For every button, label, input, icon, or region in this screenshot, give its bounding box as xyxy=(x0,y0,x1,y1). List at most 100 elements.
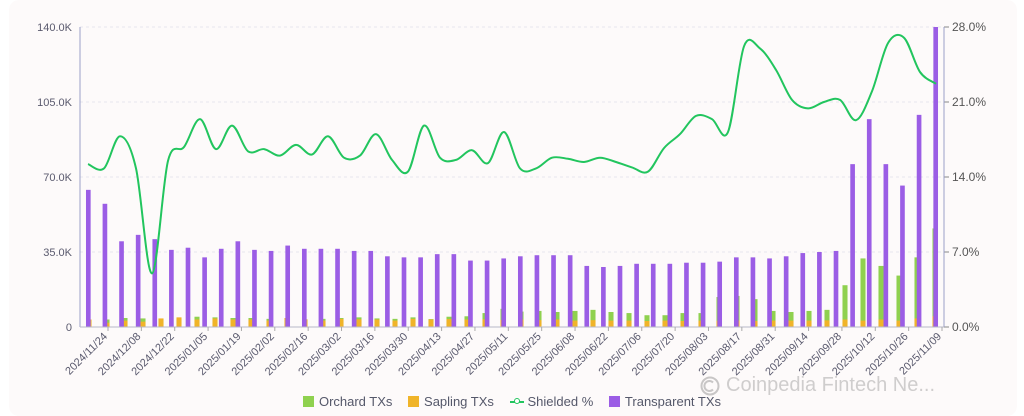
bar-transparent-txs xyxy=(700,262,706,327)
bar-transparent-txs xyxy=(351,250,357,327)
watermark: Coinpedia Fintech Ne... xyxy=(700,374,935,397)
bar-sapling-txs xyxy=(860,320,866,327)
bar-transparent-txs xyxy=(933,27,939,327)
bar-orchard-txs xyxy=(626,313,632,327)
bar-transparent-txs xyxy=(567,255,573,327)
legend-item-sapling[interactable]: Sapling TXs xyxy=(408,394,494,409)
shielded-line xyxy=(87,33,937,275)
bar-transparent-txs xyxy=(684,262,689,327)
bar-transparent-txs xyxy=(817,252,822,327)
transparent-swatch-icon xyxy=(608,396,620,407)
bar-transparent-txs xyxy=(866,119,872,328)
bar-transparent-txs xyxy=(252,249,257,327)
bar-orchard-txs xyxy=(770,310,776,327)
legend-label: Orchard TXs xyxy=(318,394,393,409)
bar-sapling-txs xyxy=(842,319,848,327)
legend-item-shielded[interactable]: Shielded % xyxy=(509,394,594,409)
watermark-text: Coinpedia Fintech Ne... xyxy=(726,374,936,396)
sapling-swatch-icon xyxy=(408,396,420,407)
bar-transparent-txs xyxy=(833,250,839,327)
bar-transparent-txs xyxy=(551,255,556,327)
bar-transparent-txs xyxy=(883,164,889,327)
bar-transparent-txs xyxy=(468,260,473,327)
bar-transparent-txs xyxy=(268,250,274,327)
bar-sapling-txs xyxy=(770,320,776,327)
bar-sapling-txs xyxy=(878,319,884,327)
bar-orchard-txs xyxy=(806,310,812,327)
bar-sapling-txs xyxy=(176,317,182,327)
bar-transparent-txs xyxy=(169,249,174,327)
y-tick-label: 105.0K xyxy=(37,97,73,109)
bar-transparent-txs xyxy=(301,248,307,327)
bar-sapling-txs xyxy=(230,319,236,327)
bar-sapling-txs xyxy=(410,318,416,327)
bar-sapling-txs xyxy=(824,320,830,327)
legend: Orchard TXs Sapling TXs Shielded % Trans… xyxy=(0,394,1024,410)
bar-transparent-txs xyxy=(418,257,423,327)
bar-orchard-txs xyxy=(788,312,794,327)
bar-transparent-txs xyxy=(202,257,207,327)
chart: 0 35.0K 70.0K 105.0K 140.0K 0.0% 7.0% 14.0% 21.0… xyxy=(37,20,986,378)
bar-transparent-txs xyxy=(484,260,490,327)
y2-tick-label: 7.0% xyxy=(952,245,980,259)
bar-orchard-txs xyxy=(896,275,902,327)
bar-transparent-txs xyxy=(916,114,922,327)
bar-transparent-txs xyxy=(185,247,191,327)
legend-item-transparent[interactable]: Transparent TXs xyxy=(608,394,721,409)
bar-transparent-txs xyxy=(584,265,590,327)
bar-transparent-txs xyxy=(235,241,241,327)
bar-orchard-txs xyxy=(680,313,686,327)
chart-card xyxy=(9,0,1017,416)
bar-sapling-txs xyxy=(194,319,200,327)
bar-transparent-txs xyxy=(152,239,158,327)
bar-sapling-txs xyxy=(122,320,128,327)
bar-sapling-txs xyxy=(626,320,632,327)
shielded-line-swatch-icon xyxy=(509,396,524,407)
bar-sapling-txs xyxy=(392,320,398,327)
orchard-swatch-icon xyxy=(302,396,314,407)
bar-sapling-txs xyxy=(590,320,596,327)
bar-sapling-txs xyxy=(680,321,686,327)
bar-transparent-txs xyxy=(119,241,124,327)
bar-sapling-txs xyxy=(428,319,434,327)
bar-sapling-txs xyxy=(806,320,812,327)
bar-transparent-txs xyxy=(501,258,507,327)
y-tick-label: 35.0K xyxy=(43,247,72,259)
bar-transparent-txs xyxy=(434,254,440,327)
legend-label: Shielded % xyxy=(527,394,594,409)
bar-sapling-txs xyxy=(158,318,164,327)
bar-transparent-txs xyxy=(750,257,756,327)
legend-item-orchard[interactable]: Orchard TXs xyxy=(302,394,393,409)
bar-transparent-txs xyxy=(850,164,855,327)
legend-label: Sapling TXs xyxy=(424,394,494,409)
bar-transparent-txs xyxy=(617,265,623,327)
bar-orchard-txs xyxy=(878,265,884,327)
bar-transparent-txs xyxy=(800,253,806,327)
bar-sapling-txs xyxy=(464,319,470,327)
bar-transparent-txs xyxy=(401,257,407,327)
bar-transparent-txs xyxy=(900,185,905,327)
bar-transparent-txs xyxy=(85,189,91,327)
bar-transparent-txs xyxy=(218,248,224,327)
bar-sapling-txs xyxy=(356,319,362,327)
y2-tick-label: 0.0% xyxy=(952,320,980,334)
bar-transparent-txs xyxy=(451,254,457,327)
bar-transparent-txs xyxy=(783,256,789,327)
bar-transparent-txs xyxy=(733,257,739,327)
bar-transparent-txs xyxy=(601,267,606,327)
bar-transparent-txs xyxy=(318,248,324,327)
y2-tick-label: 14.0% xyxy=(952,170,986,184)
y2-tick-label: 21.0% xyxy=(952,95,986,109)
y-tick-label: 70.0K xyxy=(43,172,72,184)
y2-tick-label: 28.0% xyxy=(952,20,986,34)
bar-sapling-txs xyxy=(662,320,668,327)
bar-transparent-txs xyxy=(385,256,390,327)
bar-sapling-txs xyxy=(248,319,254,327)
bar-transparent-txs xyxy=(534,255,540,327)
bar-orchard-txs xyxy=(572,310,578,327)
bar-orchard-txs xyxy=(824,309,830,327)
bar-sapling-txs xyxy=(788,320,794,327)
bar-transparent-txs xyxy=(368,250,374,327)
bar-transparent-txs xyxy=(767,258,772,327)
bar-sapling-txs xyxy=(554,319,560,327)
